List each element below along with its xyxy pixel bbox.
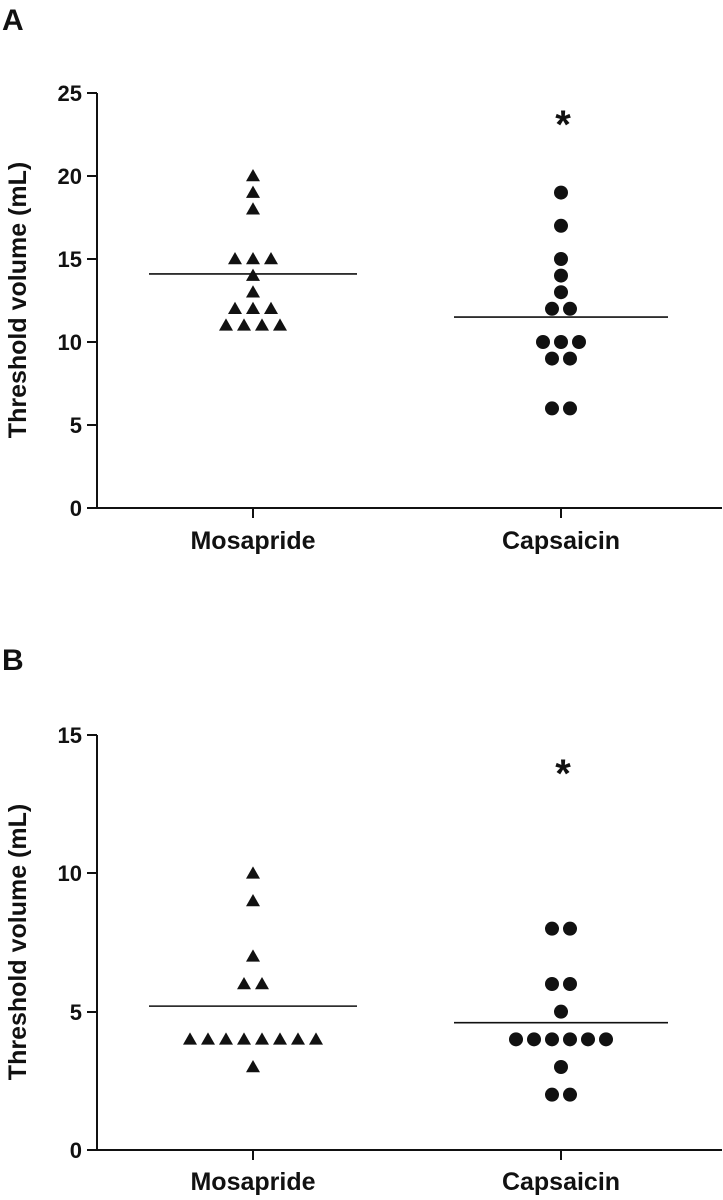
panel-b-mosapride-point xyxy=(246,949,260,962)
panel-a-capsaicin-point xyxy=(563,401,577,416)
panel-a-y-tick: 0 xyxy=(70,496,97,521)
panel-a-mosapride-point xyxy=(246,169,260,182)
panel-a-mosapride-point xyxy=(237,318,251,331)
panel-a: A Threshold volume (mL) 0 5 10 15 20 25 xyxy=(2,4,722,555)
panel-b-capsaicin-point xyxy=(599,1032,613,1047)
panel-b-capsaicin-point xyxy=(554,1004,568,1019)
panel-b-capsaicin-point xyxy=(563,977,577,991)
panel-a-label: A xyxy=(2,4,24,37)
panel-b-x-tick: Capsaicin xyxy=(502,1150,620,1196)
panel-b-mosapride-point xyxy=(255,1032,269,1045)
panel-a-capsaicin-point xyxy=(554,252,568,266)
panel-a-x-tick: Mosapride xyxy=(190,508,316,555)
panel-a-capsaicin-point xyxy=(536,335,550,349)
panel-b-mosapride-point xyxy=(255,977,269,990)
panel-b-capsaicin-point xyxy=(563,921,577,936)
panel-b-capsaicin-point xyxy=(563,1032,577,1047)
panel-b-y-tick-label: 0 xyxy=(70,1138,82,1163)
panel-a-y-tick-label: 25 xyxy=(58,81,82,106)
panel-a-capsaicin-point xyxy=(563,351,577,366)
panel-a-mosapride-point xyxy=(228,301,242,315)
panel-a-mosapride-point xyxy=(246,202,260,215)
panel-a-mosapride-point xyxy=(273,318,287,331)
panel-a-mosapride-point xyxy=(246,285,260,298)
panel-b-capsaicin-point xyxy=(554,1060,568,1074)
panel-b-y-tick-label: 15 xyxy=(58,723,82,748)
panel-a-mosapride-point xyxy=(264,301,278,315)
panel-b-significance-marker: * xyxy=(555,752,571,796)
panel-a-mosapride-point xyxy=(219,318,233,331)
panel-a-mosapride-point xyxy=(246,301,260,315)
panel-b-mosapride-point xyxy=(183,1032,197,1045)
panel-a-capsaicin-point xyxy=(563,301,577,316)
panel-b-label: B xyxy=(2,644,24,677)
panel-a-y-tick-label: 15 xyxy=(58,247,82,272)
panel-b-y-tick-label: 10 xyxy=(58,861,82,886)
panel-b-capsaicin-point xyxy=(581,1032,595,1047)
panel-b-mosapride-point xyxy=(237,977,251,990)
panel-a-capsaicin-point xyxy=(554,185,568,200)
panel-a-capsaicin-point xyxy=(545,301,559,316)
panel-b-y-tick: 0 xyxy=(70,1138,97,1163)
panel-a-category-label: Capsaicin xyxy=(502,527,620,555)
panel-b-mosapride-point xyxy=(201,1032,215,1045)
panel-b-mosapride-point xyxy=(309,1032,323,1045)
panel-a-y-tick-label: 5 xyxy=(70,413,82,438)
panel-b-mosapride-point xyxy=(273,1032,287,1045)
panel-a-y-tick: 10 xyxy=(58,330,97,355)
panel-a-capsaicin-point xyxy=(545,401,559,416)
panel-b-capsaicin-point xyxy=(563,1087,577,1102)
panel-b-y-tick: 10 xyxy=(58,861,97,886)
panel-b-capsaicin-point xyxy=(509,1032,523,1047)
panel-b-mosapride-point xyxy=(291,1032,305,1045)
panel-a-significance-marker: * xyxy=(555,103,571,147)
panel-b-y-tick: 15 xyxy=(58,723,97,748)
panel-b-mosapride-point xyxy=(246,894,260,907)
panel-b-mosapride-point xyxy=(246,866,260,879)
panel-b-category-label: Mosapride xyxy=(190,1168,315,1196)
panel-a-y-tick: 15 xyxy=(58,247,97,272)
panel-a-mosapride-point xyxy=(228,252,242,265)
panel-a-mosapride-point xyxy=(246,185,260,198)
panel-b-category-label: Capsaicin xyxy=(502,1168,620,1196)
panel-b: B Threshold volume (mL) 0 5 10 15 Mosapr… xyxy=(2,644,722,1196)
panel-b-x-tick: Mosapride xyxy=(190,1150,316,1196)
panel-a-y-tick: 25 xyxy=(58,81,97,106)
panel-a-y-tick: 20 xyxy=(58,164,97,189)
panel-b-mosapride-point xyxy=(219,1032,233,1045)
panel-b-capsaicin-point xyxy=(545,1032,559,1047)
panel-a-category-label: Mosapride xyxy=(190,527,315,555)
panel-a-mosapride-point xyxy=(246,252,260,265)
panel-a-mosapride-point xyxy=(255,318,269,331)
panel-a-y-axis-title: Threshold volume (mL) xyxy=(4,162,32,438)
panel-a-y-tick-label: 0 xyxy=(70,496,82,521)
panel-a-y-tick-label: 10 xyxy=(58,330,82,355)
panel-b-capsaicin-point xyxy=(527,1032,541,1047)
panel-a-y-tick: 5 xyxy=(70,413,97,438)
panel-b-y-tick: 5 xyxy=(70,1000,97,1025)
panel-a-capsaicin-point xyxy=(554,218,568,233)
panel-b-capsaicin-point xyxy=(545,977,559,991)
panel-b-y-tick-label: 5 xyxy=(70,1000,82,1025)
panel-b-y-axis-title: Threshold volume (mL) xyxy=(4,804,32,1080)
panel-b-mosapride-point xyxy=(246,1060,260,1073)
panel-b-mosapride-point xyxy=(237,1032,251,1045)
panel-a-x-tick: Capsaicin xyxy=(502,508,620,555)
panel-a-capsaicin-point xyxy=(554,335,568,349)
panel-a-mosapride-point xyxy=(264,252,278,265)
panel-a-y-tick-label: 20 xyxy=(58,164,82,189)
panel-b-capsaicin-point xyxy=(545,1087,559,1102)
panel-a-capsaicin-point xyxy=(554,268,568,283)
panel-a-capsaicin-point xyxy=(554,285,568,300)
panel-b-capsaicin-point xyxy=(545,921,559,936)
panel-a-capsaicin-point xyxy=(545,351,559,366)
panel-a-capsaicin-point xyxy=(572,335,586,349)
